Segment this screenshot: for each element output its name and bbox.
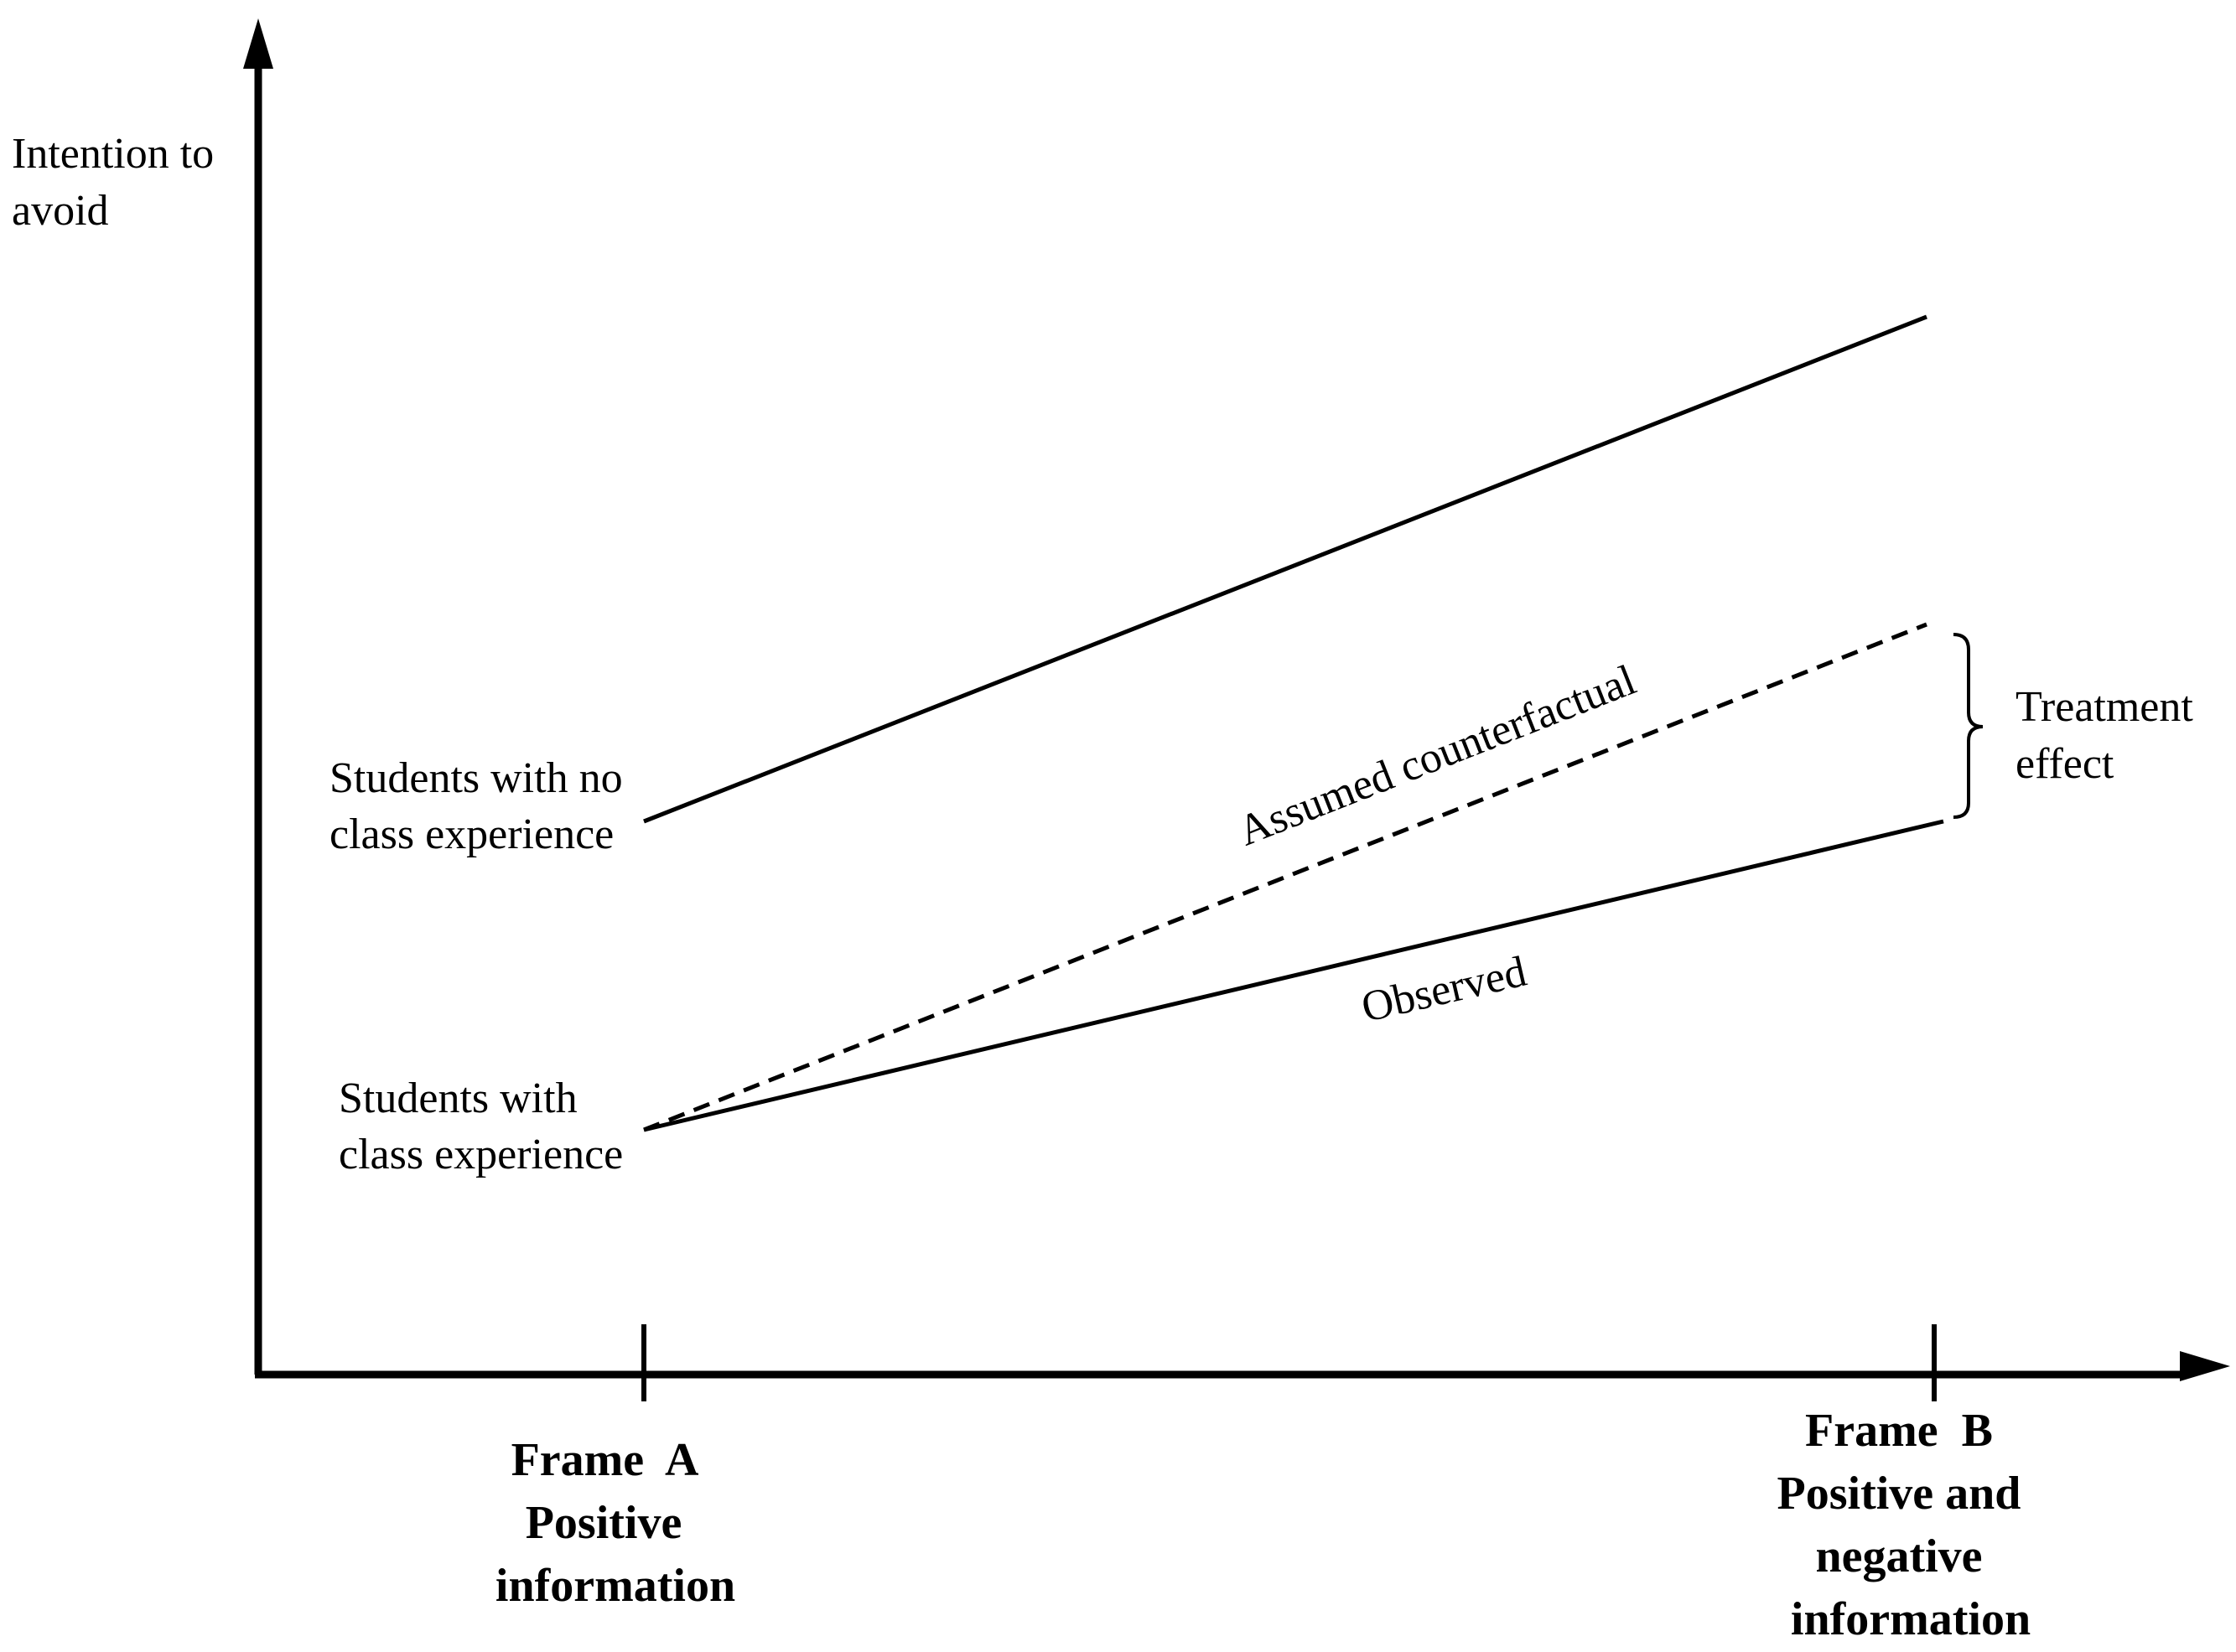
line-observed	[643, 819, 1944, 1132]
x-tick-label-frame-b: Frame B Positive and negative informatio…	[1777, 1405, 2031, 1645]
line-assumed-counterfactual	[643, 622, 1927, 1132]
y-axis-arrowhead	[243, 18, 273, 69]
y-axis-label: Intention to avoid	[12, 130, 225, 235]
axes	[243, 18, 2230, 1401]
label-assumed-counterfactual: Assumed counterfactual	[1232, 656, 1642, 856]
label-observed: Observed	[1357, 948, 1531, 1032]
label-students-no-class: Students with no class experience	[329, 754, 634, 858]
line-no-class-experience	[643, 314, 1927, 824]
x-axis-arrowhead	[2180, 1351, 2230, 1381]
label-treatment-effect: Treatment effect	[2016, 683, 2204, 788]
data-lines	[643, 314, 1944, 1132]
label-students-with-class: Students with class experience	[339, 1075, 623, 1178]
treatment-effect-bracket	[1953, 633, 1984, 819]
x-tick-label-frame-a: Frame A Positive information	[0, 0, 770, 1612]
